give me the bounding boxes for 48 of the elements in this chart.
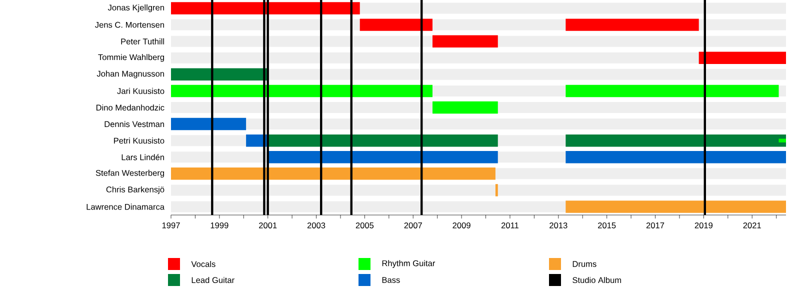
x-tick-label: 2005 (356, 222, 374, 228)
x-tick-label: 2013 (550, 222, 568, 228)
y-tick-label: Lawrence Dinamarca (86, 204, 165, 210)
y-tick-label: Lars Lindén (122, 154, 164, 160)
x-tick-label: 2021 (743, 222, 761, 228)
y-tick-label: Stefan Westerberg (96, 170, 164, 178)
x-tick-label: 2003 (307, 222, 326, 228)
bar (268, 134, 498, 147)
bar (171, 68, 268, 81)
x-tick-label: 2019 (694, 222, 713, 228)
bar (268, 150, 498, 164)
y-tick-label: Peter Tuthill (121, 38, 164, 44)
bar (566, 18, 699, 31)
bar (171, 118, 246, 130)
x-tick-label: 2011 (501, 222, 518, 228)
bar (171, 168, 496, 180)
bar (495, 184, 498, 196)
y-tick-label: Jonas Kjellgren (108, 4, 164, 12)
y-tick-label: Johan Magnusson (96, 70, 164, 78)
x-tick-label: 2015 (598, 222, 616, 228)
bar (171, 2, 360, 14)
legend-label: Drums (572, 261, 596, 267)
x-tick-label: 1997 (162, 222, 180, 228)
x-tick-label: 2009 (452, 222, 470, 228)
y-tick-label: Chris Barkensjö (106, 186, 164, 194)
x-tick-label: 2001 (259, 222, 277, 228)
legend-label: Lead Guitar (192, 276, 234, 284)
bar (698, 52, 786, 64)
y-tick-label: Jens C. Mortensen (95, 22, 164, 28)
bar (360, 18, 432, 31)
y-tick-label: Dennis Vestman (104, 120, 164, 128)
bar (566, 200, 786, 213)
bar (171, 84, 432, 98)
y-tick-label: Tommie Wahlberg (98, 54, 164, 62)
y-tick-label: Jari Kuusisto (117, 88, 164, 94)
legend-label: Bass (382, 277, 400, 283)
legend-label: Rhythm Guitar (382, 260, 436, 268)
x-tick-label: 2017 (646, 222, 664, 228)
bar (432, 35, 498, 48)
legend-label: Vocals (191, 260, 216, 268)
bar (432, 101, 498, 114)
legend-label: Studio Album (572, 276, 622, 284)
y-tick-label: Petri Kuusisto (114, 138, 164, 144)
bar (566, 150, 786, 164)
y-tick-label: Dino Medanhodzic (96, 104, 164, 111)
x-tick-label: 1999 (210, 222, 228, 228)
bar (566, 134, 786, 147)
x-tick-label: 2007 (404, 222, 422, 228)
